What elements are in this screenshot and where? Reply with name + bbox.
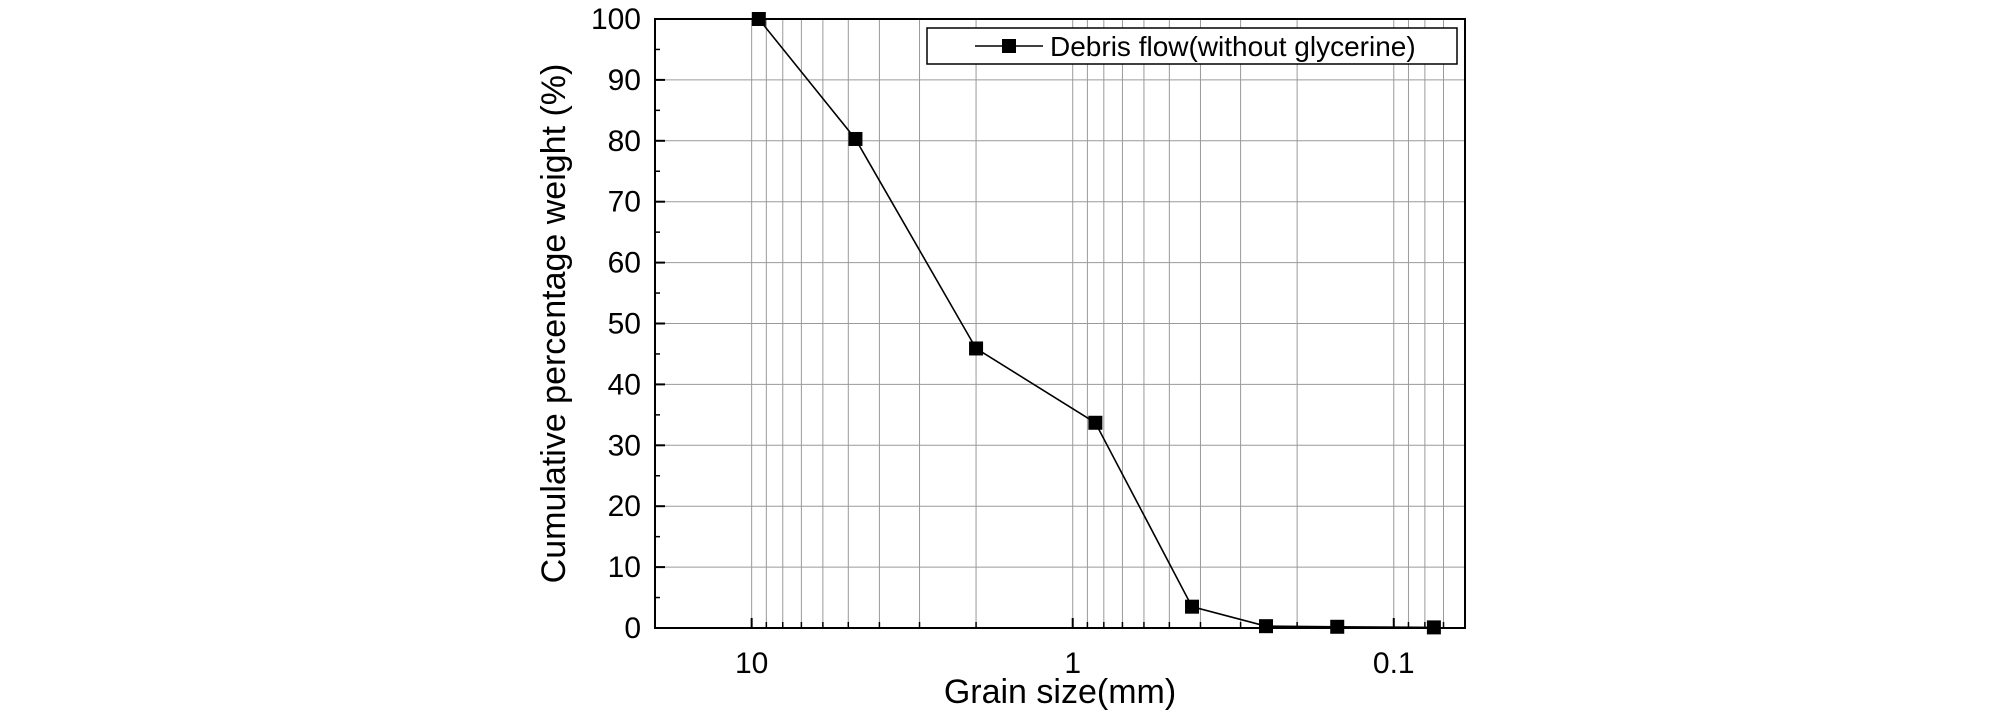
grid <box>654 19 1466 628</box>
legend-box <box>926 27 1458 65</box>
x-tick-labels: 10 1 0.1 <box>735 647 1415 680</box>
data-point <box>1330 619 1345 634</box>
series-layer <box>751 12 1441 635</box>
data-point <box>751 12 766 26</box>
y-tick-label: 90 <box>608 64 641 97</box>
y-tick-label: 10 <box>608 551 641 584</box>
x-tick-label: 1 <box>1064 647 1081 680</box>
data-point <box>848 131 863 146</box>
y-tick-label: 30 <box>608 429 641 462</box>
x-tick-label: 0.1 <box>1373 647 1415 680</box>
x-tick-label: 10 <box>735 647 768 680</box>
data-point <box>1426 620 1441 635</box>
y-tick-labels: 0 10 20 30 40 50 60 70 80 90 100 <box>591 3 641 645</box>
y-tick-label: 20 <box>608 490 641 523</box>
axis-ticks <box>654 18 1466 629</box>
y-tick-label: 0 <box>624 612 641 645</box>
data-point <box>1185 599 1200 614</box>
y-tick-label: 50 <box>608 308 641 341</box>
legend-label: Debris flow(without glycerine) <box>1050 31 1416 62</box>
y-tick-label: 40 <box>608 368 641 401</box>
legend-marker-sample <box>1002 39 1016 53</box>
data-point <box>969 341 984 356</box>
legend: Debris flow(without glycerine) <box>926 27 1458 65</box>
series-line <box>758 18 1434 629</box>
x-axis-title: Grain size(mm) <box>944 673 1176 711</box>
y-tick-label: 70 <box>608 186 641 219</box>
y-tick-label: 80 <box>608 125 641 158</box>
data-point <box>1259 619 1274 634</box>
y-axis-title: Cumulative percentage weight (%) <box>535 64 573 584</box>
y-tick-label: 100 <box>591 3 641 36</box>
data-point <box>1088 415 1103 430</box>
y-tick-label: 60 <box>608 247 641 280</box>
